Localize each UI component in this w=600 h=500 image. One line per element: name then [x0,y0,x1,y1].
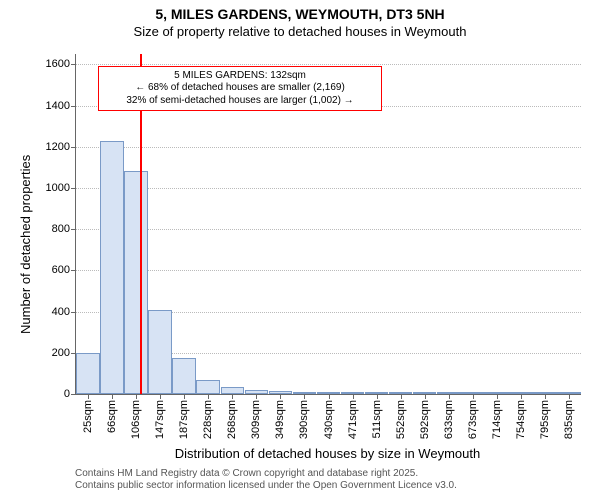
ytick-label: 0 [64,388,70,400]
xtick-mark [329,394,330,399]
ytick-label: 1600 [46,58,70,70]
xtick-mark [112,394,113,399]
xtick-mark [569,394,570,399]
xtick-mark [184,394,185,399]
histogram-bar [172,358,196,394]
annotation-line: 32% of semi-detached houses are larger (… [105,95,375,108]
xtick-label: 309sqm [250,400,262,439]
chart-title-line1: 5, MILES GARDENS, WEYMOUTH, DT3 5NH [0,6,600,22]
xtick-label: 511sqm [371,400,383,438]
histogram-bar [221,387,245,394]
annotation-line: 5 MILES GARDENS: 132sqm [105,70,375,83]
xtick-mark [449,394,450,399]
x-axis-title: Distribution of detached houses by size … [75,446,580,461]
xtick-mark [304,394,305,399]
xtick-label: 106sqm [130,400,142,439]
ytick-label: 1400 [46,100,70,112]
ytick-label: 800 [52,223,70,235]
histogram-bar [76,353,100,394]
xtick-label: 714sqm [491,400,503,439]
xtick-label: 633sqm [443,400,455,439]
xtick-mark [377,394,378,399]
xtick-mark [256,394,257,399]
xtick-label: 66sqm [106,400,118,433]
xtick-label: 835sqm [563,400,575,439]
xtick-mark [88,394,89,399]
xtick-mark [401,394,402,399]
xtick-mark [208,394,209,399]
xtick-mark [136,394,137,399]
chart-container: 5, MILES GARDENS, WEYMOUTH, DT3 5NH Size… [0,0,600,500]
attribution-text: Contains HM Land Registry data © Crown c… [75,468,457,492]
xtick-label: 390sqm [298,400,310,439]
ytick-label: 400 [52,306,70,318]
ytick-mark [71,147,76,148]
xtick-mark [280,394,281,399]
xtick-label: 754sqm [515,400,527,439]
xtick-label: 430sqm [323,400,335,439]
histogram-bar [148,310,172,394]
ytick-label: 1200 [46,141,70,153]
xtick-mark [425,394,426,399]
histogram-bar [124,171,148,394]
xtick-mark [160,394,161,399]
y-axis-title: Number of detached properties [18,155,33,334]
gridline [76,229,581,230]
attribution-line2: Contains public sector information licen… [75,480,457,492]
xtick-label: 25sqm [82,400,94,433]
ytick-mark [71,64,76,65]
chart-title-line2: Size of property relative to detached ho… [0,24,600,39]
xtick-label: 552sqm [395,400,407,439]
xtick-mark [521,394,522,399]
ytick-mark [71,229,76,230]
gridline [76,147,581,148]
xtick-label: 349sqm [274,400,286,439]
xtick-label: 187sqm [178,400,190,439]
xtick-label: 268sqm [226,400,238,439]
xtick-mark [473,394,474,399]
xtick-label: 228sqm [202,400,214,439]
xtick-mark [497,394,498,399]
xtick-label: 673sqm [467,400,479,439]
xtick-mark [353,394,354,399]
xtick-label: 147sqm [154,400,166,439]
ytick-mark [71,188,76,189]
ytick-mark [71,394,76,395]
xtick-label: 592sqm [419,400,431,439]
ytick-mark [71,106,76,107]
ytick-label: 1000 [46,182,70,194]
ytick-label: 200 [52,347,70,359]
ytick-label: 600 [52,264,70,276]
histogram-bar [196,380,220,394]
xtick-label: 471sqm [347,400,359,439]
xtick-label: 795sqm [539,400,551,439]
gridline [76,270,581,271]
annotation-box: 5 MILES GARDENS: 132sqm← 68% of detached… [98,66,382,112]
attribution-line1: Contains HM Land Registry data © Crown c… [75,468,457,480]
xtick-mark [232,394,233,399]
plot-area: 0200400600800100012001400160025sqm66sqm1… [75,54,581,395]
gridline [76,188,581,189]
ytick-mark [71,270,76,271]
xtick-mark [545,394,546,399]
histogram-bar [100,141,124,394]
annotation-line: ← 68% of detached houses are smaller (2,… [105,82,375,95]
ytick-mark [71,312,76,313]
